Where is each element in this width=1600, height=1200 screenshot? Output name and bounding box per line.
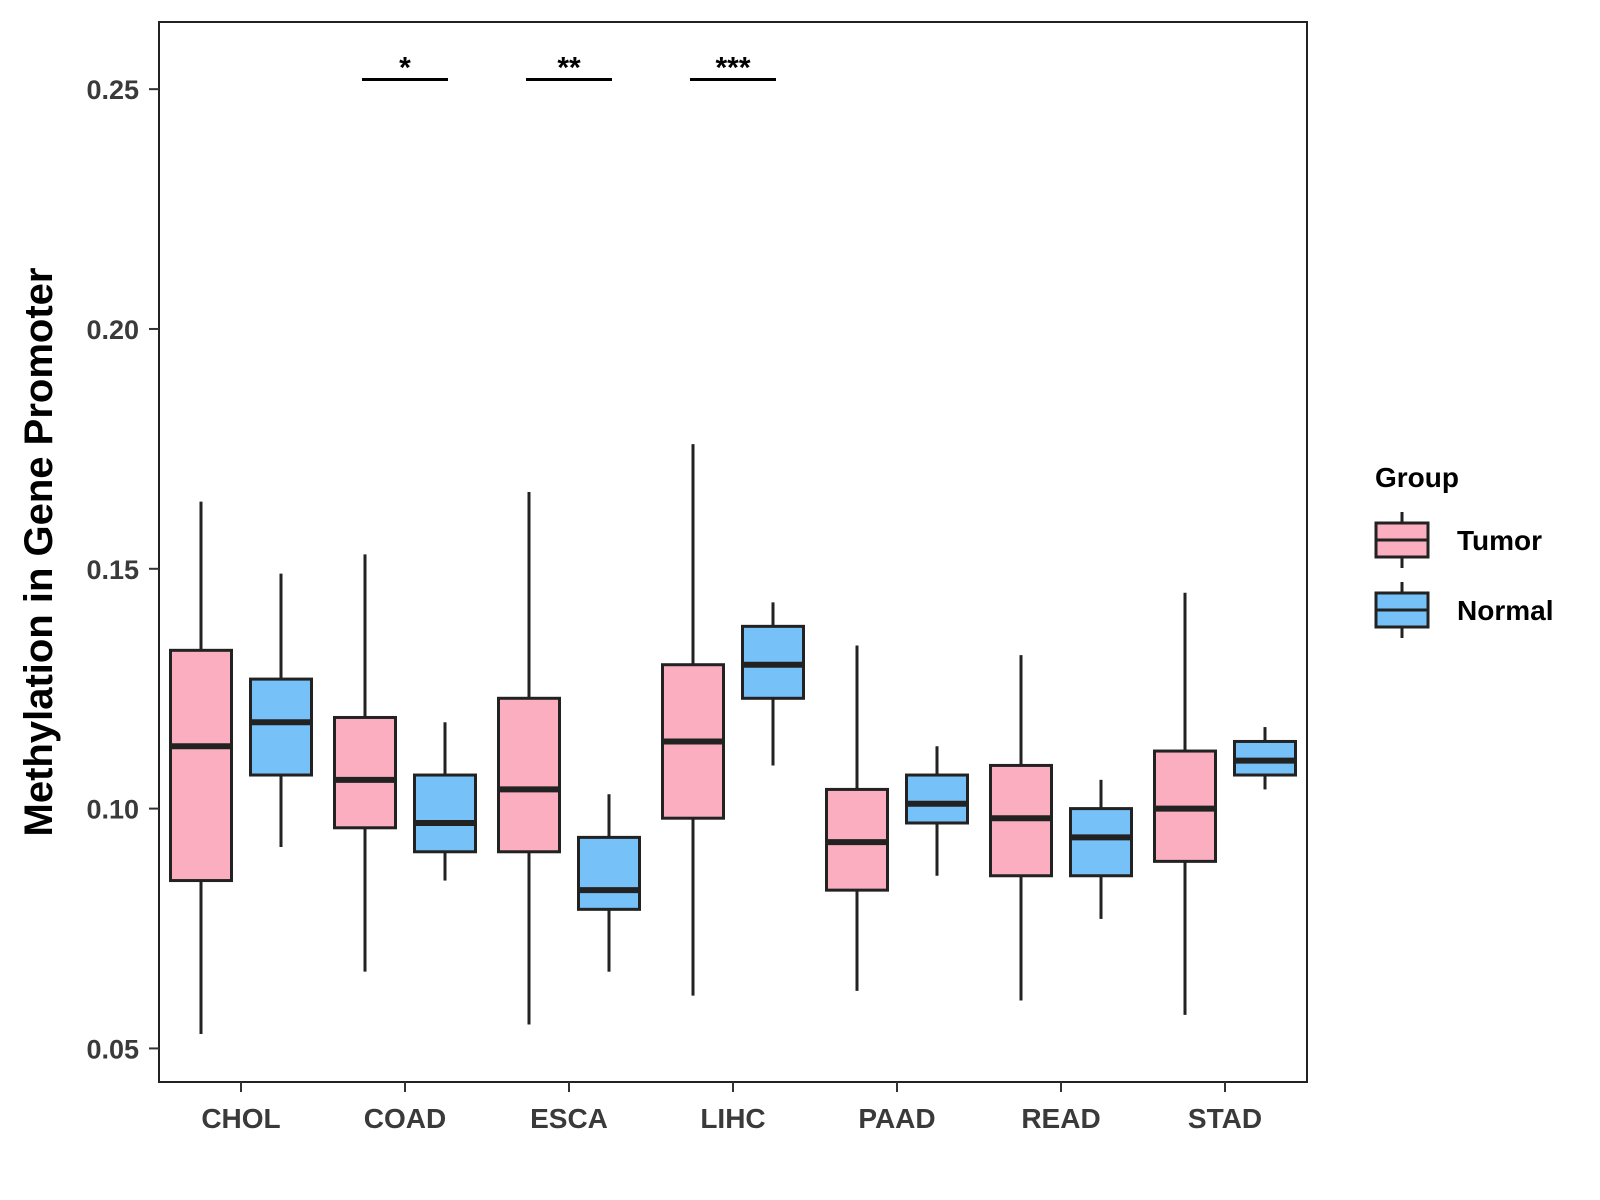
legend: Group Tumor Normal (1374, 462, 1553, 638)
box-tumor (333, 715, 397, 830)
x-tick-label: CHOL (201, 1103, 280, 1134)
box-tumor (169, 648, 233, 883)
significance-label: * (399, 52, 411, 85)
x-tick-label: LIHC (700, 1103, 765, 1134)
x-tick-label: ESCA (530, 1103, 608, 1134)
box-normal (249, 677, 313, 777)
legend-label-tumor: Tumor (1457, 525, 1542, 556)
significance-label: ** (557, 52, 581, 85)
y-tick-label: 0.05 (86, 1034, 139, 1064)
y-tick-label: 0.15 (86, 555, 139, 585)
y-axis-title: Methylation in Gene Promoter (17, 268, 61, 837)
plot-area: * ** *** (169, 52, 1297, 1035)
y-tick-label: 0.10 (86, 795, 139, 825)
x-tick-label: READ (1021, 1103, 1100, 1134)
box-normal (577, 835, 641, 911)
significance-label: *** (715, 52, 750, 85)
box-tumor (497, 696, 561, 854)
box-normal (413, 773, 477, 854)
box-normal (1069, 807, 1133, 878)
plot-panel-border (158, 21, 1308, 1083)
x-tick-label: STAD (1188, 1103, 1262, 1134)
legend-label-normal: Normal (1457, 595, 1553, 626)
legend-title: Group (1375, 462, 1459, 493)
y-tick-label: 0.25 (86, 75, 139, 105)
x-tick-label: PAAD (858, 1103, 935, 1134)
x-tick-label: COAD (364, 1103, 446, 1134)
y-tick-label: 0.20 (86, 315, 139, 345)
box-normal (905, 773, 969, 825)
